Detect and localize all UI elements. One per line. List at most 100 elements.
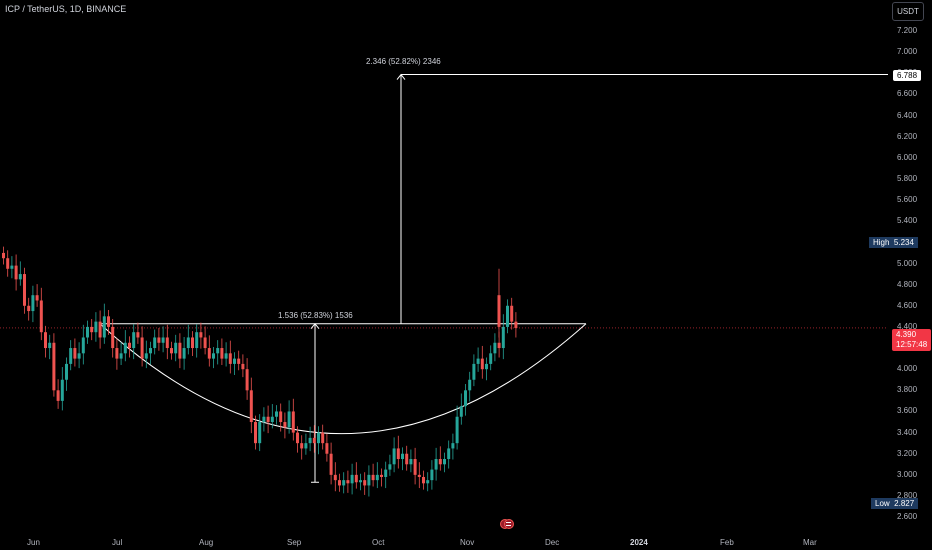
time-tick: 2024 bbox=[630, 538, 648, 547]
candle-body bbox=[472, 363, 476, 380]
candle-body bbox=[405, 453, 409, 465]
candle-body bbox=[128, 342, 131, 349]
candle-body bbox=[422, 476, 425, 484]
price-tick: 6.000 bbox=[897, 152, 918, 162]
candle-body bbox=[384, 469, 388, 477]
candle-body bbox=[287, 411, 291, 428]
candle-body bbox=[102, 316, 106, 338]
candle-body bbox=[266, 416, 270, 423]
measure-upper-label: 2.346 (52.82%) 2346 bbox=[366, 57, 441, 66]
candle-body bbox=[434, 459, 438, 470]
flag-events-icon[interactable] bbox=[500, 517, 514, 529]
candle-body bbox=[2, 252, 5, 259]
candle-body bbox=[375, 474, 379, 481]
candle-body bbox=[245, 369, 249, 391]
candle-body bbox=[107, 316, 110, 327]
candle-body bbox=[44, 332, 47, 349]
currency-button[interactable]: USDT bbox=[892, 2, 924, 21]
time-tick: Nov bbox=[460, 538, 475, 547]
candle-body bbox=[468, 379, 472, 391]
high-label: High bbox=[873, 238, 890, 247]
candle-body bbox=[258, 422, 262, 444]
candle-body bbox=[174, 342, 178, 354]
candle-body bbox=[216, 348, 220, 354]
time-tick: Sep bbox=[287, 538, 302, 547]
candle-body bbox=[308, 437, 312, 444]
candle-body bbox=[220, 348, 224, 359]
candle-body bbox=[254, 422, 257, 444]
price-tick: 3.800 bbox=[897, 385, 918, 395]
candle-body bbox=[136, 332, 140, 338]
candle-body bbox=[279, 411, 283, 423]
candle-body bbox=[60, 379, 64, 401]
time-tick: Jul bbox=[112, 538, 123, 547]
candle-body bbox=[144, 353, 148, 359]
high-value: 5.234 bbox=[893, 238, 914, 247]
candle-body bbox=[329, 453, 333, 475]
symbol-label: ICP / TetherUS, 1D, BINANCE bbox=[5, 4, 127, 14]
candle-body bbox=[455, 416, 459, 444]
candle-body bbox=[497, 342, 501, 349]
candle-body bbox=[48, 342, 52, 349]
time-tick: Jun bbox=[27, 538, 40, 547]
candle-body bbox=[94, 321, 98, 333]
candle-body bbox=[249, 390, 253, 423]
candle-body bbox=[359, 480, 362, 483]
price-tick: 4.400 bbox=[897, 321, 918, 331]
candle-body bbox=[132, 332, 136, 349]
cup-arc bbox=[99, 323, 587, 434]
candle-body bbox=[153, 337, 157, 349]
candle-body bbox=[35, 295, 39, 301]
candle-body bbox=[69, 348, 73, 364]
low-label: Low bbox=[875, 499, 890, 508]
candle-body bbox=[493, 342, 497, 354]
candle-body bbox=[65, 363, 68, 380]
candle-body bbox=[380, 474, 383, 477]
candle-body bbox=[14, 265, 18, 280]
candle-body bbox=[161, 337, 165, 343]
price-tick: 5.400 bbox=[897, 216, 918, 226]
current-price-tag: 4.390 12:57:48 bbox=[892, 329, 932, 351]
time-tick: Feb bbox=[720, 538, 734, 547]
low-tag: Low 2.827 bbox=[871, 498, 919, 509]
candle-body bbox=[207, 348, 211, 359]
candle-body bbox=[119, 353, 123, 359]
candle-body bbox=[170, 348, 173, 354]
candle-body bbox=[451, 443, 455, 449]
candle-body bbox=[262, 416, 266, 423]
candle-body bbox=[304, 443, 308, 449]
current-price: 4.390 bbox=[896, 330, 917, 339]
candle-body bbox=[497, 295, 501, 327]
candle-body bbox=[350, 474, 354, 484]
candle-body bbox=[317, 432, 320, 444]
candle-body bbox=[270, 416, 274, 423]
candle-body bbox=[501, 326, 505, 349]
candle-body bbox=[186, 337, 190, 349]
candle-body bbox=[56, 390, 60, 401]
candle-body bbox=[73, 348, 77, 359]
candle-body bbox=[396, 448, 400, 460]
candle-body bbox=[417, 474, 421, 477]
measure-lower-label: 1.536 (52.83%) 1536 bbox=[278, 311, 353, 320]
price-tick: 3.000 bbox=[897, 469, 918, 479]
candle-body bbox=[354, 474, 358, 483]
candle-body bbox=[325, 443, 329, 454]
candle-body bbox=[115, 348, 119, 359]
measure-lower-arrow bbox=[310, 322, 320, 330]
time-tick: Oct bbox=[372, 538, 385, 547]
candle-body bbox=[459, 406, 463, 417]
price-tick: 4.800 bbox=[897, 279, 918, 289]
price-tick: 3.400 bbox=[897, 427, 918, 437]
candle-body bbox=[27, 305, 31, 312]
candle-body bbox=[212, 353, 215, 359]
candle-body bbox=[338, 480, 341, 486]
candle-body bbox=[296, 432, 299, 444]
candle-body bbox=[52, 342, 56, 391]
candle-body bbox=[485, 363, 488, 370]
candle-body bbox=[480, 358, 484, 370]
candle-body bbox=[237, 358, 241, 364]
price-tick: 3.200 bbox=[897, 448, 918, 458]
candle-body bbox=[283, 422, 287, 428]
